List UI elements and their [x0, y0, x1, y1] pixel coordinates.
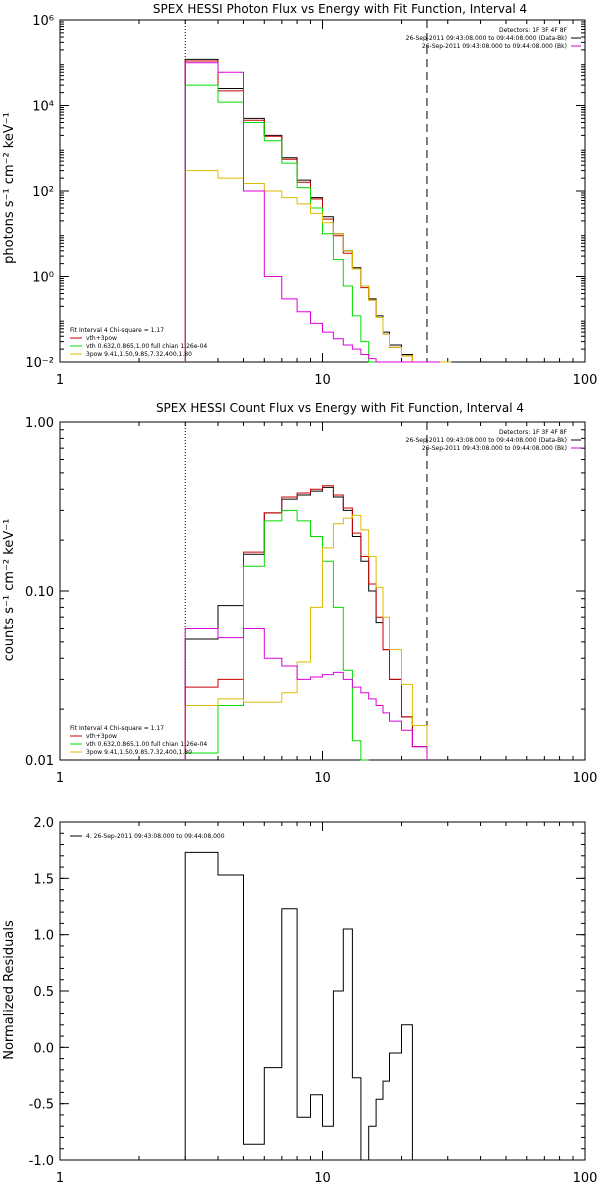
count-flux-title: SPEX HESSI Count Flux vs Energy with Fit… [156, 401, 524, 415]
photon-x-tick-label: 10 [314, 373, 331, 388]
residual-x-tick-label: 100 [573, 1171, 598, 1186]
count-series-3-line [184, 514, 428, 760]
residual-y-tick-label: 1.0 [33, 929, 54, 944]
count-legend-text: vth 0.632,0.865,1.00 full chian 1.26e-04 [86, 741, 207, 748]
photon-flux-ylabel: photons s⁻¹ cm⁻² keV⁻¹ [2, 112, 17, 264]
photon-legend-text: vth+3pow [86, 335, 117, 342]
photon-series-2-line [184, 84, 383, 363]
photon-y-tick-label: 10⁻² [25, 356, 54, 371]
count-y-tick-label: 0.01 [25, 754, 54, 769]
residual-y-tick-label: 0.5 [33, 985, 54, 1000]
count-x-tick-label: 1 [56, 771, 64, 786]
count-y-tick-label: 1.00 [25, 416, 54, 431]
photon-flux-title: SPEX HESSI Photon Flux vs Energy with Fi… [153, 2, 527, 16]
count-flux-panel: SPEX HESSI Count Flux vs Energy with Fit… [2, 401, 597, 786]
count-x-tick-label: 10 [314, 771, 331, 786]
residual-legend-text: 4. 26-Sep-2011 09:43:08.000 to 09:44:08.… [86, 833, 225, 840]
photon-series-3-line [184, 170, 452, 363]
count-series-2-line [184, 509, 369, 761]
residual-y-tick-label: 0.0 [33, 1041, 54, 1056]
photon-y-tick-label: 10⁶ [32, 14, 54, 29]
photon-flux-panel: SPEX HESSI Photon Flux vs Energy with Fi… [2, 2, 597, 388]
count-flux-ylabel: counts s⁻¹ cm⁻² keV⁻¹ [2, 519, 17, 662]
count-y-tick-label: 0.10 [25, 585, 54, 600]
photon-y-tick-label: 10² [32, 185, 54, 200]
residual-series-0-line [184, 851, 427, 1161]
count-legend-right-text: Detectors: 1F 3F 4F 8F [499, 429, 568, 436]
count-series-0-line [184, 486, 428, 760]
photon-series-0-line [184, 58, 440, 363]
residual-y-tick-label: 1.5 [33, 872, 54, 887]
photon-x-tick-label: 1 [56, 373, 64, 388]
residual-x-tick-label: 10 [314, 1171, 331, 1186]
residuals-ylabel: Normalized Residuals [2, 920, 17, 1060]
photon-series-1-line [184, 60, 440, 363]
residual-y-tick-label: -0.5 [29, 1098, 54, 1113]
count-legend-right-text: 26-Sep-2011 09:43:08.000 to 09:44:08.000… [406, 437, 567, 444]
residual-y-tick-label: -1.0 [29, 1154, 54, 1169]
count-legend-text: vth+3pow [86, 733, 117, 740]
photon-plot-frame [59, 19, 586, 363]
residual-x-tick-label: 1 [56, 1171, 64, 1186]
photon-legend-right-text: Detectors: 1F 3F 4F 8F [499, 27, 568, 34]
count-legend-right-text: 26-Sep-2011 09:43:08.000 to 09:44:08.000… [422, 445, 567, 452]
count-legend-text: 3pow 9.41,1.50,9.85,7.32,400,1.80 [86, 749, 192, 756]
photon-legend-text: 3pow 9.41,1.50,9.85,7.32,400,1.80 [86, 351, 192, 358]
photon-legend-text: vth 0.632,0.865,1.00 full chian 1.26e-04 [86, 343, 207, 350]
residual-y-tick-label: 2.0 [33, 816, 54, 831]
count-series-4-line [184, 628, 428, 760]
photon-legend-right-text: 26-Sep-2011 09:43:08.000 to 09:44:08.000… [422, 43, 567, 50]
count-x-tick-label: 100 [573, 771, 598, 786]
count-legend-text: Fit Interval 4 Chi-square = 1.17 [70, 725, 164, 732]
count-series-1-line [184, 485, 428, 760]
photon-y-tick-label: 10⁴ [32, 100, 54, 115]
photon-legend-text: Fit Interval 4 Chi-square = 1.17 [70, 327, 164, 334]
photon-series-4-line [184, 62, 440, 363]
photon-x-tick-label: 100 [573, 373, 598, 388]
photon-y-tick-label: 10⁰ [32, 271, 54, 286]
residuals-panel: Normalized Residuals 1 10 100 -1.0 -0.5 0.0 0.… [2, 816, 597, 1186]
photon-legend-right-text: 26-Sep-2011 09:43:08.000 to 09:44:08.000… [406, 35, 567, 42]
